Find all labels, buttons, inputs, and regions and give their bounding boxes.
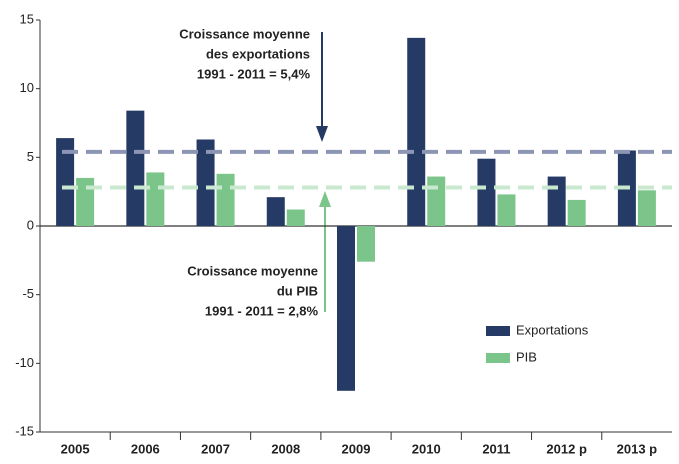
bar xyxy=(357,226,375,262)
y-tick-label: 15 xyxy=(20,11,34,26)
x-tick-label: 2013 p xyxy=(617,441,658,456)
x-tick-label: 2006 xyxy=(131,441,160,456)
x-tick-label: 2007 xyxy=(201,441,230,456)
legend-swatch xyxy=(486,353,510,363)
x-tick-label: 2009 xyxy=(342,441,371,456)
x-tick-label: 2012 p xyxy=(546,441,587,456)
bar xyxy=(266,197,285,226)
bar xyxy=(547,176,566,226)
bar xyxy=(76,177,95,226)
x-tick-label: 2008 xyxy=(271,441,300,456)
pib-arrow-head xyxy=(319,191,331,207)
y-tick-label: 0 xyxy=(27,217,34,232)
annotation: des exportations xyxy=(206,46,310,61)
annotation: Croissance moyenne xyxy=(179,26,310,41)
bar xyxy=(407,37,426,226)
annotation: 1991 - 2011 = 5,4% xyxy=(197,66,311,81)
bar xyxy=(567,199,586,226)
bar xyxy=(196,139,215,226)
bar xyxy=(286,209,305,226)
bar xyxy=(56,138,75,226)
bar xyxy=(477,158,496,226)
annotation: Croissance moyenne xyxy=(187,263,318,278)
y-tick-label: -5 xyxy=(22,286,34,301)
bar xyxy=(126,110,145,226)
legend-label: PIB xyxy=(516,349,537,364)
bar xyxy=(216,173,235,226)
y-tick-label: 5 xyxy=(27,149,34,164)
y-tick-label: 10 xyxy=(20,80,34,95)
x-tick-label: 2005 xyxy=(61,441,90,456)
bar xyxy=(427,176,446,226)
legend-swatch xyxy=(486,326,510,336)
y-tick-label: -15 xyxy=(15,423,34,438)
bar xyxy=(637,190,656,226)
bar xyxy=(497,194,516,226)
legend-label: Exportations xyxy=(516,322,589,337)
export-arrow-head xyxy=(316,126,328,142)
x-tick-label: 2010 xyxy=(412,441,441,456)
bar xyxy=(337,226,355,391)
x-tick-label: 2011 xyxy=(482,441,510,456)
bar xyxy=(146,172,165,226)
annotation: 1991 - 2011 = 2,8% xyxy=(205,303,319,318)
annotation: du PIB xyxy=(277,283,318,298)
y-tick-label: -10 xyxy=(15,355,34,370)
